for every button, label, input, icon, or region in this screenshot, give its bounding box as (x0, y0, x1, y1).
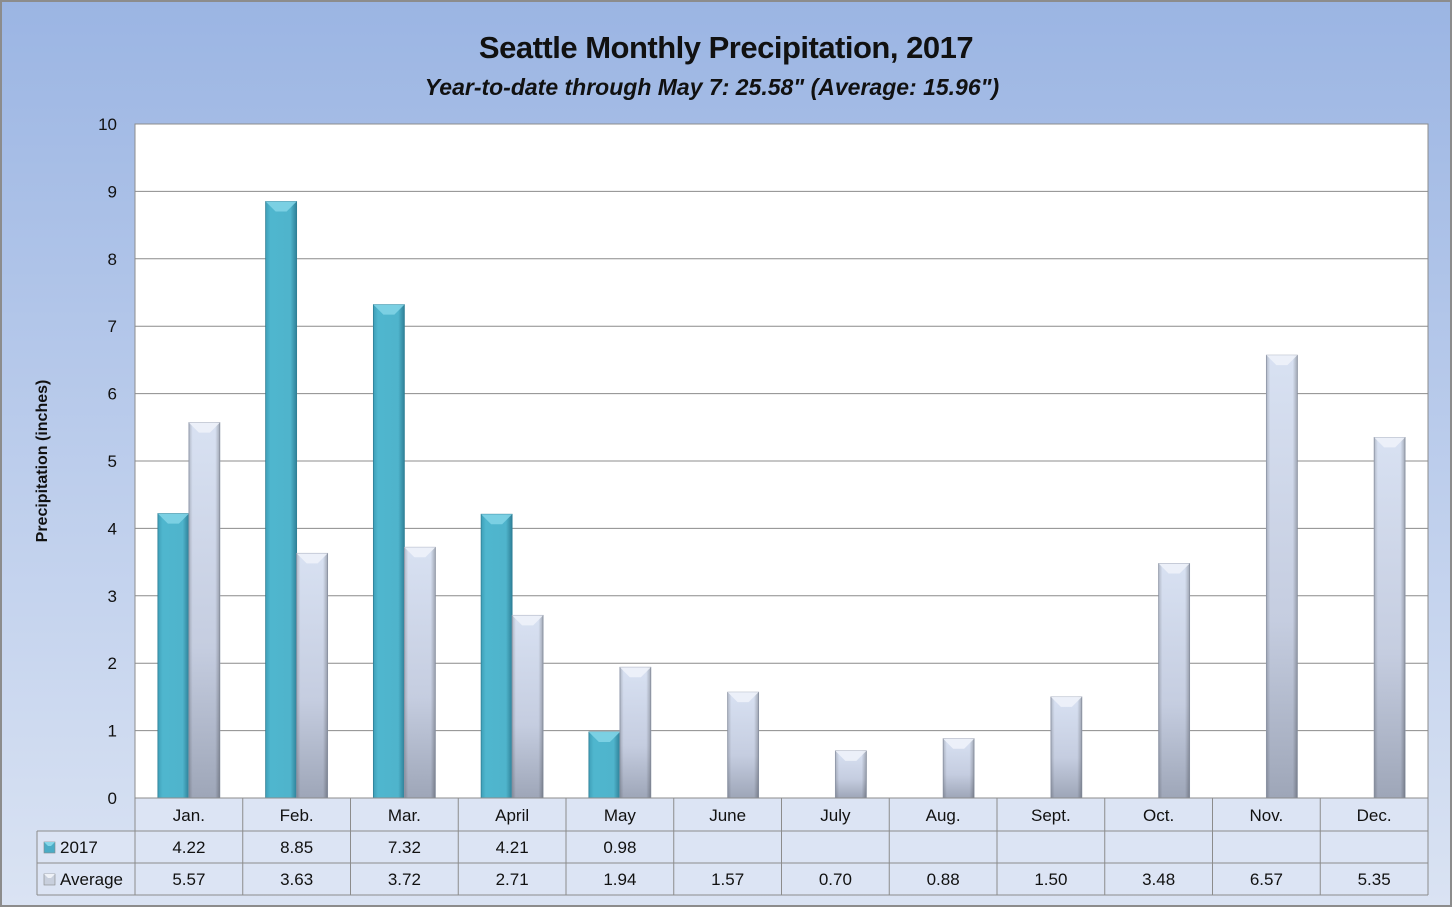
data-table-value: 3.48 (1142, 870, 1175, 889)
data-table-value: 0.70 (819, 870, 852, 889)
legend-key-average (43, 873, 56, 886)
bar-average-6 (834, 750, 867, 799)
data-table-value: 6.57 (1250, 870, 1283, 889)
y-tick-label: 4 (108, 519, 117, 538)
data-table-value: 1.94 (603, 870, 636, 889)
y-tick-label: 1 (108, 722, 117, 741)
data-table-value: 8.85 (280, 838, 313, 857)
y-axis-tick-labels: 0 1 2 3 4 5 6 7 8 9 10 (98, 115, 117, 808)
x-category-label: Dec. (1357, 806, 1392, 825)
data-table-value: 3.72 (388, 870, 421, 889)
y-tick-label: 7 (108, 317, 117, 336)
data-table-value: 1.57 (711, 870, 744, 889)
bar-average-4 (619, 666, 652, 799)
data-table-value: 4.21 (496, 838, 529, 857)
y-tick-label: 6 (108, 385, 117, 404)
data-table-value: 2.71 (496, 870, 529, 889)
bar-average-5 (727, 691, 760, 799)
data-table-value: 5.35 (1358, 870, 1391, 889)
chart-title: Seattle Monthly Precipitation, 2017 (478, 30, 974, 65)
x-category-label: Jan. (173, 806, 205, 825)
bar-2017-3 (480, 513, 513, 799)
bar-average-9 (1158, 563, 1191, 799)
bar-2017-4 (588, 731, 621, 799)
x-category-label: Nov. (1250, 806, 1284, 825)
data-table-value: 0.98 (603, 838, 636, 857)
data-table-value: 4.22 (172, 838, 205, 857)
bar-average-0 (188, 422, 221, 799)
data-table-value: 1.50 (1034, 870, 1067, 889)
x-category-label: May (604, 806, 637, 825)
bar-2017-0 (157, 513, 190, 799)
y-tick-label: 8 (108, 250, 117, 269)
bar-average-3 (511, 614, 544, 799)
y-tick-label: 2 (108, 654, 117, 673)
legend-key-2017 (43, 841, 56, 854)
y-tick-label: 9 (108, 182, 117, 201)
y-tick-label: 0 (108, 789, 117, 808)
bar-average-11 (1373, 437, 1406, 799)
x-category-label: Feb. (280, 806, 314, 825)
data-table-value: 3.63 (280, 870, 313, 889)
bar-average-1 (296, 552, 329, 799)
bars (157, 201, 1406, 799)
x-category-label: Oct. (1143, 806, 1174, 825)
bar-average-8 (1050, 696, 1083, 799)
bar-average-2 (403, 546, 436, 799)
data-table-value: 7.32 (388, 838, 421, 857)
x-category-label: Aug. (926, 806, 961, 825)
series-name: 2017 (60, 838, 98, 857)
x-category-label: April (495, 806, 529, 825)
series-name: Average (60, 870, 123, 889)
data-table-value: 5.57 (172, 870, 205, 889)
y-axis-title: Precipitation (inches) (34, 380, 51, 543)
data-table: Jan. Feb. Mar. April May June July Aug. Sept. Oct… (36, 797, 1429, 896)
x-category-label: Mar. (388, 806, 421, 825)
y-tick-label: 3 (108, 587, 117, 606)
x-category-label: July (820, 806, 851, 825)
chart-subtitle: Year-to-date through May 7: 25.58" (Aver… (424, 74, 1000, 100)
gridlines (135, 190, 1428, 732)
y-tick-label: 10 (98, 115, 117, 134)
bar-2017-2 (372, 304, 405, 799)
bar-2017-1 (265, 201, 298, 799)
y-tick-label: 5 (108, 452, 117, 471)
x-category-label: Sept. (1031, 806, 1071, 825)
bar-average-7 (942, 738, 975, 799)
x-category-label: June (709, 806, 746, 825)
bar-average-10 (1265, 354, 1298, 799)
data-table-value: 0.88 (927, 870, 960, 889)
